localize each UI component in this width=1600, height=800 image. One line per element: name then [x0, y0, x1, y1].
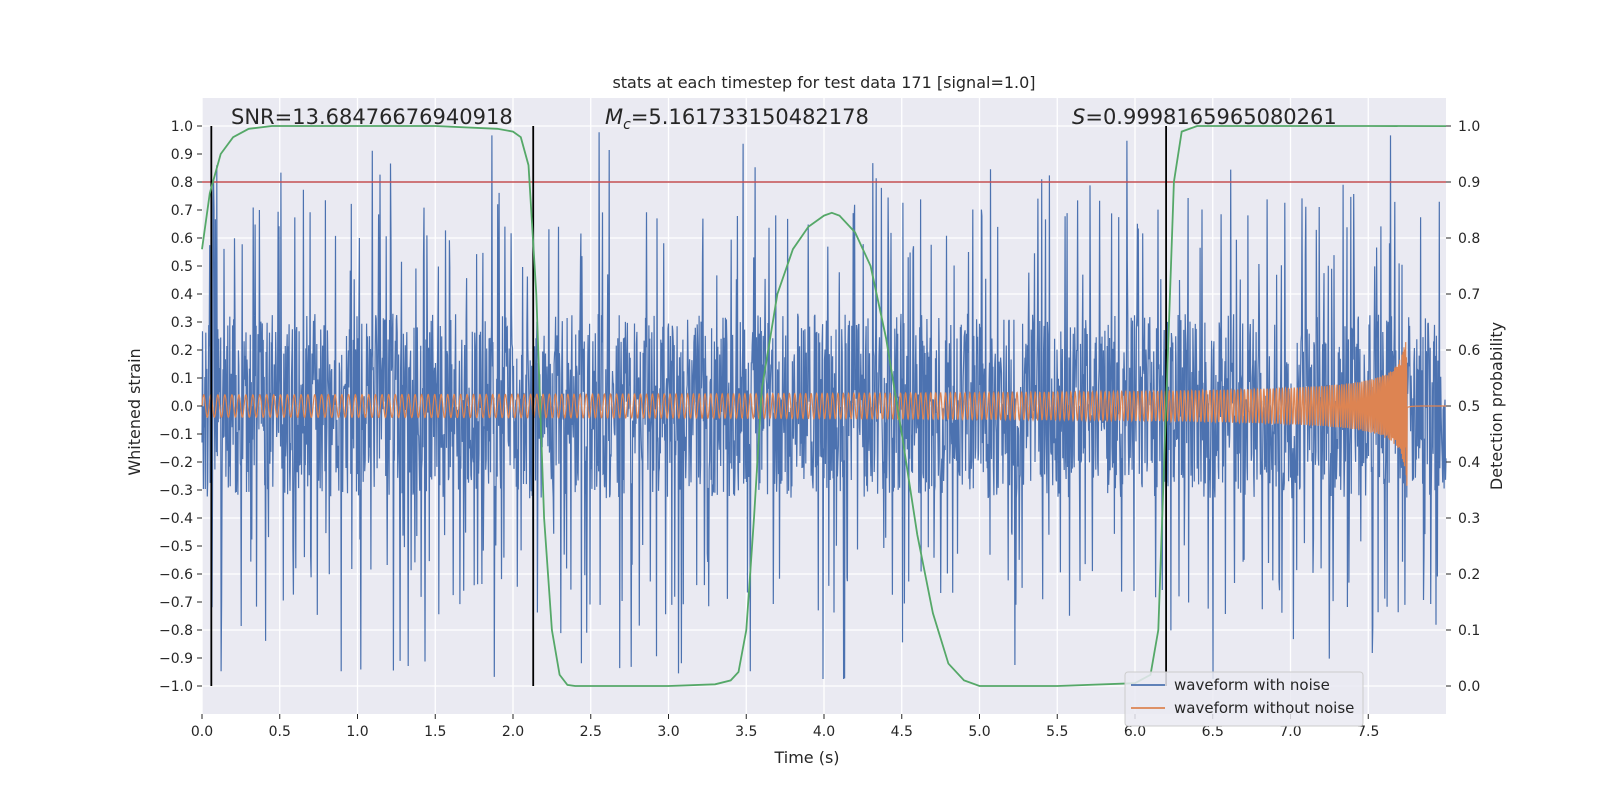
y-axis-label: Whitened strain	[125, 348, 144, 475]
x-tick-label: 5.0	[968, 724, 990, 740]
y-tick-label: 0.7	[171, 203, 193, 219]
s-value: =0.9998165965080261	[1085, 105, 1336, 129]
y-tick-label: 0.6	[171, 231, 193, 247]
y-tick-label: 0.4	[171, 287, 193, 303]
x-tick-label: 7.5	[1357, 724, 1379, 740]
x-tick-label: 0.5	[269, 724, 291, 740]
y-tick-label: −0.8	[159, 623, 193, 639]
x-tick-label: 6.0	[1124, 724, 1146, 740]
y-tick-label: 0.9	[171, 147, 193, 163]
x-tick-label: 4.0	[813, 724, 835, 740]
x-tick-label: 3.0	[657, 724, 679, 740]
y2-tick-label: 1.0	[1458, 119, 1480, 135]
y2-tick-label: 0.6	[1458, 343, 1480, 359]
y-tick-label: −0.5	[159, 539, 193, 555]
waveform-without-noise-series	[201, 342, 1446, 486]
s-symbol: S	[1072, 105, 1085, 129]
y-tick-label: −0.2	[159, 455, 193, 471]
y2-tick-label: 0.9	[1458, 175, 1480, 191]
legend-box	[1124, 671, 1364, 727]
mc-symbol: M	[605, 105, 623, 129]
y2-tick-label: 0.7	[1458, 287, 1480, 303]
x-tick-label: 7.0	[1279, 724, 1301, 740]
y2-tick-label: 0.2	[1458, 567, 1480, 583]
y2-tick-label: 0.3	[1458, 511, 1480, 527]
y-tick-label: −0.7	[159, 595, 193, 611]
mc-subscript: c	[623, 117, 631, 133]
legend-label-clean: waveform without noise	[1174, 699, 1354, 717]
y2-tick-label: 0.8	[1458, 231, 1480, 247]
x-tick-label: 0.0	[191, 724, 213, 740]
waveform-without-noise-line	[201, 342, 1446, 486]
legend: waveform with noise waveform without noi…	[1124, 671, 1364, 727]
y-tick-label: 0.5	[171, 259, 193, 275]
x-tick-label: 2.0	[502, 724, 524, 740]
y-tick-label: −1.0	[159, 679, 193, 695]
chirp-mass-annotation: Mc=5.161733150482178	[605, 105, 869, 133]
snr-annotation: SNR=13.68476676940918	[231, 105, 513, 129]
y-tick-label: 0.1	[171, 371, 193, 387]
chart-title: stats at each timestep for test data 171…	[612, 73, 1035, 92]
y2-tick-label: 0.1	[1458, 623, 1480, 639]
x-axis-ticks: 0.0 0.5 1.0 1.5 2.0 2.5 3.0 3.5 4.0 4.5 5.0 5.5 6.0 6…	[191, 714, 1379, 740]
y-tick-label: −0.3	[159, 483, 193, 499]
y-tick-label: −0.6	[159, 567, 193, 583]
y-tick-label: 0.2	[171, 343, 193, 359]
legend-label-noisy: waveform with noise	[1174, 676, 1330, 694]
x-tick-label: 2.5	[580, 724, 602, 740]
mc-value: =5.161733150482178	[631, 105, 869, 129]
y-tick-label: −0.1	[159, 427, 193, 443]
y2-axis-label: Detection probability	[1487, 322, 1506, 490]
y-tick-label: −0.4	[159, 511, 193, 527]
y-tick-label: 1.0	[171, 119, 193, 135]
y2-axis-ticks: 1.0 0.9 0.8 0.7 0.6 0.5 0.4 0.3 0.2 0.1 0.0	[1446, 119, 1480, 695]
y-axis-ticks: 1.0 0.9 0.8 0.7 0.6 0.5 0.4 0.3 0.2 0.1 0.0 −0.1 −0.…	[159, 119, 202, 695]
y-tick-label: −0.9	[159, 651, 193, 667]
y2-tick-label: 0.4	[1458, 455, 1480, 471]
y-tick-label: 0.8	[171, 175, 193, 191]
y2-tick-label: 0.0	[1458, 679, 1480, 695]
x-tick-label: 3.5	[735, 724, 757, 740]
s-annotation: S=0.9998165965080261	[1072, 105, 1337, 129]
x-tick-label: 6.5	[1202, 724, 1224, 740]
y-tick-label: 0.3	[171, 315, 193, 331]
x-tick-label: 1.5	[424, 724, 446, 740]
x-tick-label: 5.5	[1046, 724, 1068, 740]
x-axis-label: Time (s)	[773, 748, 839, 767]
y-tick-label: 0.0	[171, 399, 193, 415]
x-tick-label: 4.5	[891, 724, 913, 740]
y2-tick-label: 0.5	[1458, 399, 1480, 415]
x-tick-label: 1.0	[346, 724, 368, 740]
